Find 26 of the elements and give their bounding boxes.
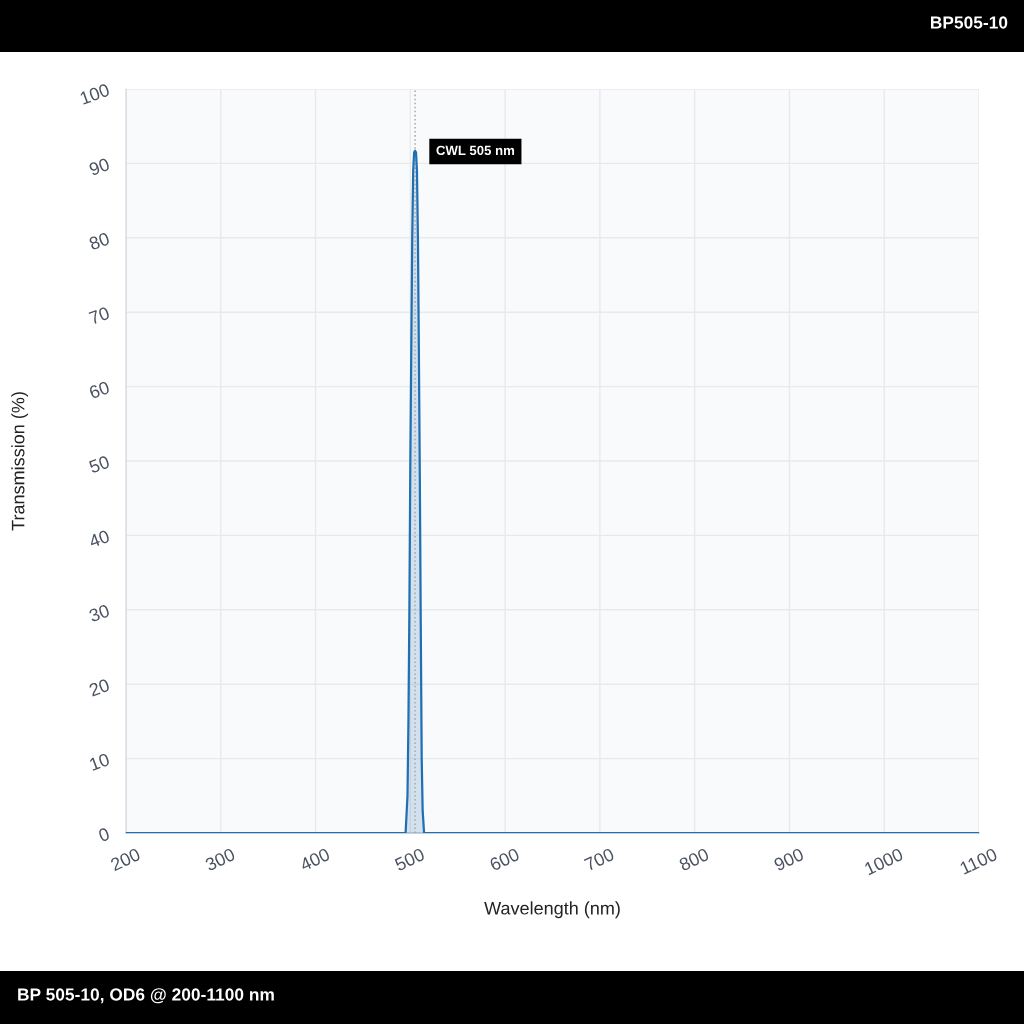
y-axis-title: Transmission (%) (11, 392, 29, 531)
y-tick-label: 100 (79, 83, 111, 105)
ref-line-label: CWL 505 nm (436, 145, 515, 156)
x-tick-label: 400 (298, 847, 331, 872)
y-tick-label: 30 (88, 603, 111, 623)
x-axis-title: Wavelength (nm) (484, 901, 620, 919)
y-tick-label: 50 (88, 455, 111, 474)
x-tick-label: 1000 (863, 847, 904, 876)
y-tick-label: 10 (88, 752, 111, 771)
y-tick-label: 60 (88, 380, 111, 400)
chart-title: BP505-10 (930, 16, 1008, 29)
y-tick-label: 90 (88, 157, 111, 176)
y-tick-label: 70 (88, 306, 111, 325)
x-tick-label: 1100 (959, 847, 999, 875)
x-tick-label: 700 (583, 847, 615, 872)
x-tick-label: 300 (204, 847, 236, 872)
y-tick-label: 40 (88, 529, 111, 549)
x-tick-label: 900 (773, 847, 805, 872)
x-tick-label: 500 (393, 847, 426, 872)
y-tick-label: 20 (88, 678, 111, 697)
x-tick-label: 200 (109, 847, 142, 872)
x-tick-label: 600 (488, 847, 521, 872)
x-tick-label: 800 (678, 847, 710, 872)
y-tick-label: 80 (88, 231, 111, 251)
y-tick-label: 0 (97, 827, 111, 843)
text: BP 505-10, OD6 @ 200-1100 nm (18, 988, 274, 1004)
